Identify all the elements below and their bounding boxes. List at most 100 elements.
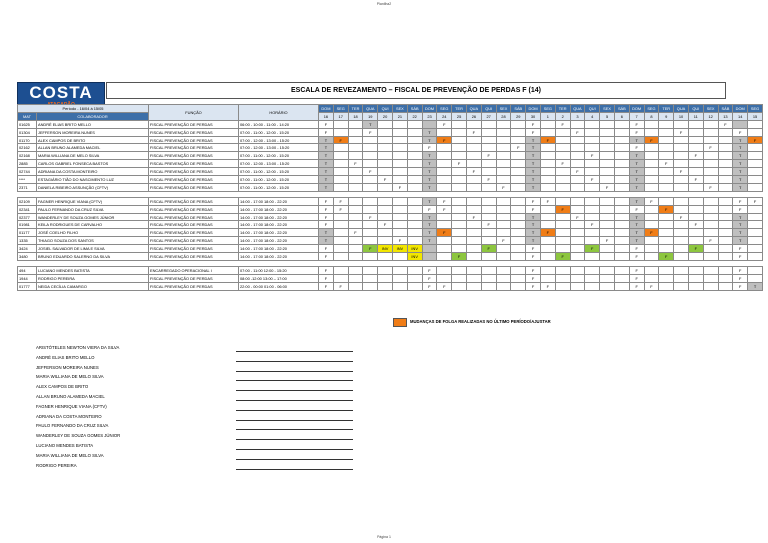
shift-cell (332, 151, 349, 161)
shift-cell (643, 167, 660, 177)
shift-cell (465, 244, 482, 254)
shift-cell (406, 127, 423, 137)
shift-cell (347, 273, 364, 283)
employee-hours: 07:00 - 11:00 - 12:00 - 15:20 (238, 175, 319, 184)
shift-cell (510, 196, 527, 206)
shift-cell: F (465, 127, 482, 137)
shift-cell: F (717, 119, 734, 129)
shift-cell (717, 236, 734, 246)
signature-name: WANDERLEY DE SOUZA GOMES JÚNIOR (36, 433, 121, 439)
shift-cell (702, 127, 719, 137)
employee-id: 2371 (17, 182, 37, 192)
employee-name: CARLOS GABRIEL FONSECA BASTOS (36, 159, 149, 169)
spacer-row (17, 259, 763, 267)
shift-cell (436, 212, 453, 222)
shift-cell: F (347, 228, 364, 238)
shift-cell (643, 143, 660, 153)
shift-cell (377, 159, 393, 169)
shift-cell (613, 159, 630, 169)
shift-cell (584, 236, 601, 246)
shift-cell: F (702, 143, 719, 153)
shift-cell (362, 236, 379, 246)
shift-cell (717, 220, 734, 230)
shift-cell (510, 273, 527, 283)
shift-cell (584, 143, 601, 153)
shift-cell: F (643, 135, 660, 145)
shift-cell (539, 151, 556, 161)
shift-cell: F (673, 167, 689, 177)
shift-cell (465, 135, 482, 145)
shift-cell (599, 228, 615, 238)
shift-cell: T (732, 212, 749, 222)
shift-cell (702, 220, 719, 230)
shift-cell (465, 281, 482, 291)
shift-cell (362, 151, 379, 161)
shift-cell (599, 196, 615, 206)
shift-cell (554, 151, 571, 161)
shift-cell (510, 119, 527, 129)
shift-cell (495, 244, 512, 254)
shift-cell: F (732, 127, 749, 137)
shift-cell: F (362, 244, 379, 254)
shift-cell: F (584, 175, 601, 184)
shift-cell (495, 281, 512, 291)
shift-cell (510, 204, 527, 214)
shift-cell (436, 159, 453, 169)
shift-cell: T (747, 281, 763, 291)
shift-cell (539, 143, 556, 153)
shift-cell: T (421, 127, 438, 137)
shift-cell: F (377, 175, 393, 184)
shift-cell (391, 196, 408, 206)
shift-cell: T (628, 175, 645, 184)
weekday-cell: DOM (318, 104, 334, 113)
schedule-table: Período - 16/04 à 15/05 FUNÇÃO HORÁRIO DOM S… (17, 104, 763, 291)
shift-cell (406, 151, 423, 161)
shift-cell (687, 204, 704, 214)
shift-cell: T (421, 151, 438, 161)
shift-cell: F (332, 196, 349, 206)
shift-cell (613, 135, 630, 145)
employee-hours: 14:00 - 17:00 18:00 - 22:20 (238, 228, 319, 238)
employee-name: JOSIEL SALVADOR DE LIMA E SILVA (36, 244, 149, 254)
shift-cell: F (628, 265, 645, 275)
employee-row: 02377 WANDERLEY DE SOUZA GOMES JÚNIOR FISC… (17, 212, 763, 222)
shift-cell (465, 236, 482, 246)
shift-cell (747, 143, 763, 153)
signature-name: ANDRÉ ELIAS BRITO MELLO (36, 354, 95, 360)
shift-cell (510, 244, 527, 254)
shift-cell (436, 175, 453, 184)
shift-cell (702, 281, 719, 291)
employee-function: FISCAL PREVENÇÃO DE PERDAS (148, 228, 239, 238)
signature-line (236, 399, 353, 401)
shift-cell (510, 175, 527, 184)
header-row-days: MAT COLABORADOR 16 17 18 19 20 21 22 23 24 25 26 27 28… (17, 111, 763, 121)
shift-cell (391, 281, 408, 291)
employee-function: FISCAL PREVENÇÃO DE PERDAS (148, 159, 239, 169)
shift-cell (465, 151, 482, 161)
shift-cell (643, 220, 660, 230)
shift-cell (717, 135, 734, 145)
shift-cell (539, 265, 556, 275)
shift-cell (377, 204, 393, 214)
shift-cell (687, 281, 704, 291)
shift-cell (332, 167, 349, 177)
shift-cell: T (318, 167, 334, 177)
shift-cell (584, 119, 601, 129)
employee-hours: 14:00 - 17:00 18:00 - 22:20 (238, 204, 319, 214)
employee-row: 02109 FAGNER HENRIQUE VIANA (CFTV) FISCAL … (17, 196, 763, 206)
shift-cell (717, 151, 734, 161)
shift-cell (687, 143, 704, 153)
shift-cell (613, 252, 630, 261)
shift-cell (599, 167, 615, 177)
day-number-cell: 19 (362, 111, 379, 121)
shift-cell (643, 119, 660, 129)
shift-cell (747, 236, 763, 246)
spacer-cell (17, 259, 763, 267)
shift-cell (658, 143, 675, 153)
shift-cell (332, 212, 349, 222)
shift-cell: F (318, 273, 334, 283)
shift-cell: T (732, 236, 749, 246)
shift-cell (347, 236, 364, 246)
employee-function: FISCAL PREVENÇÃO DE PERDAS (148, 212, 239, 222)
shift-cell (569, 265, 586, 275)
